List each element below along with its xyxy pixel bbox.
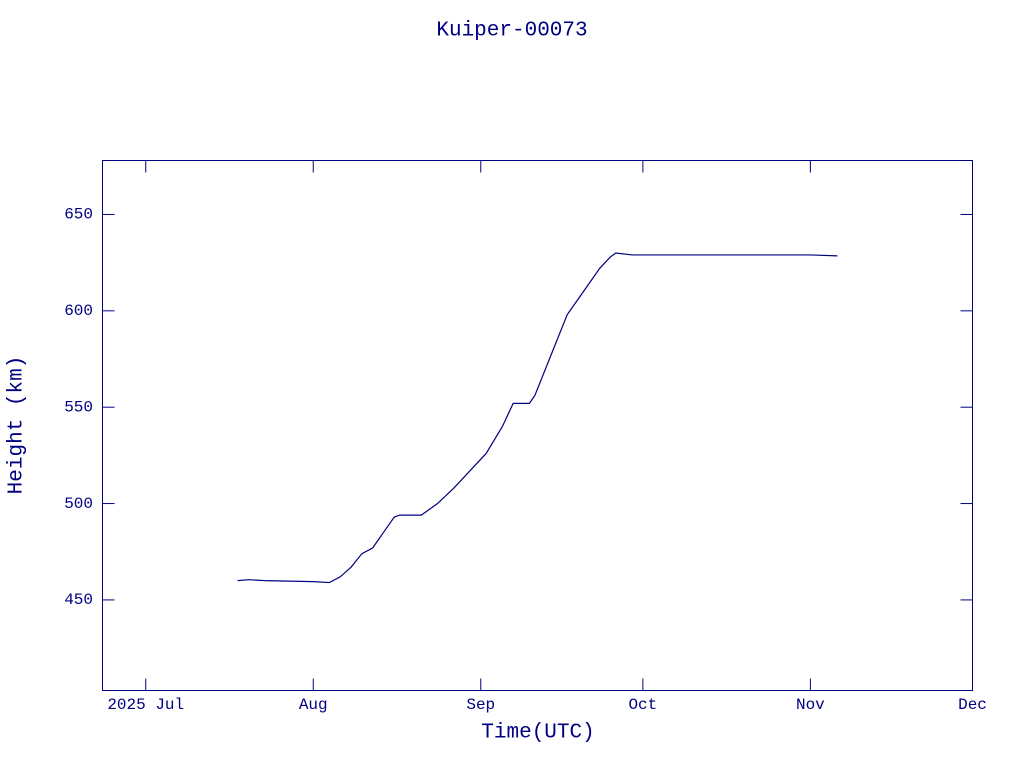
y-tick-label: 450 xyxy=(64,591,93,609)
x-tick-label: Sep xyxy=(466,696,495,714)
x-tick-label: Oct xyxy=(628,696,657,714)
x-tick-label: Nov xyxy=(796,696,825,714)
chart-title: Kuiper-00073 xyxy=(436,20,587,43)
x-tick-label: 2025 Jul xyxy=(107,696,184,714)
y-tick-label: 650 xyxy=(64,206,93,224)
data-line xyxy=(237,252,838,584)
plot-frame xyxy=(102,160,973,691)
y-tick-label: 550 xyxy=(64,398,93,416)
y-axis-label: Height (km) xyxy=(6,356,29,495)
x-tick-label: Aug xyxy=(299,696,328,714)
x-axis-label: Time(UTC) xyxy=(481,722,594,745)
y-tick-label: 600 xyxy=(64,302,93,320)
y-tick-label: 500 xyxy=(64,495,93,513)
x-tick-label: Dec xyxy=(958,696,987,714)
